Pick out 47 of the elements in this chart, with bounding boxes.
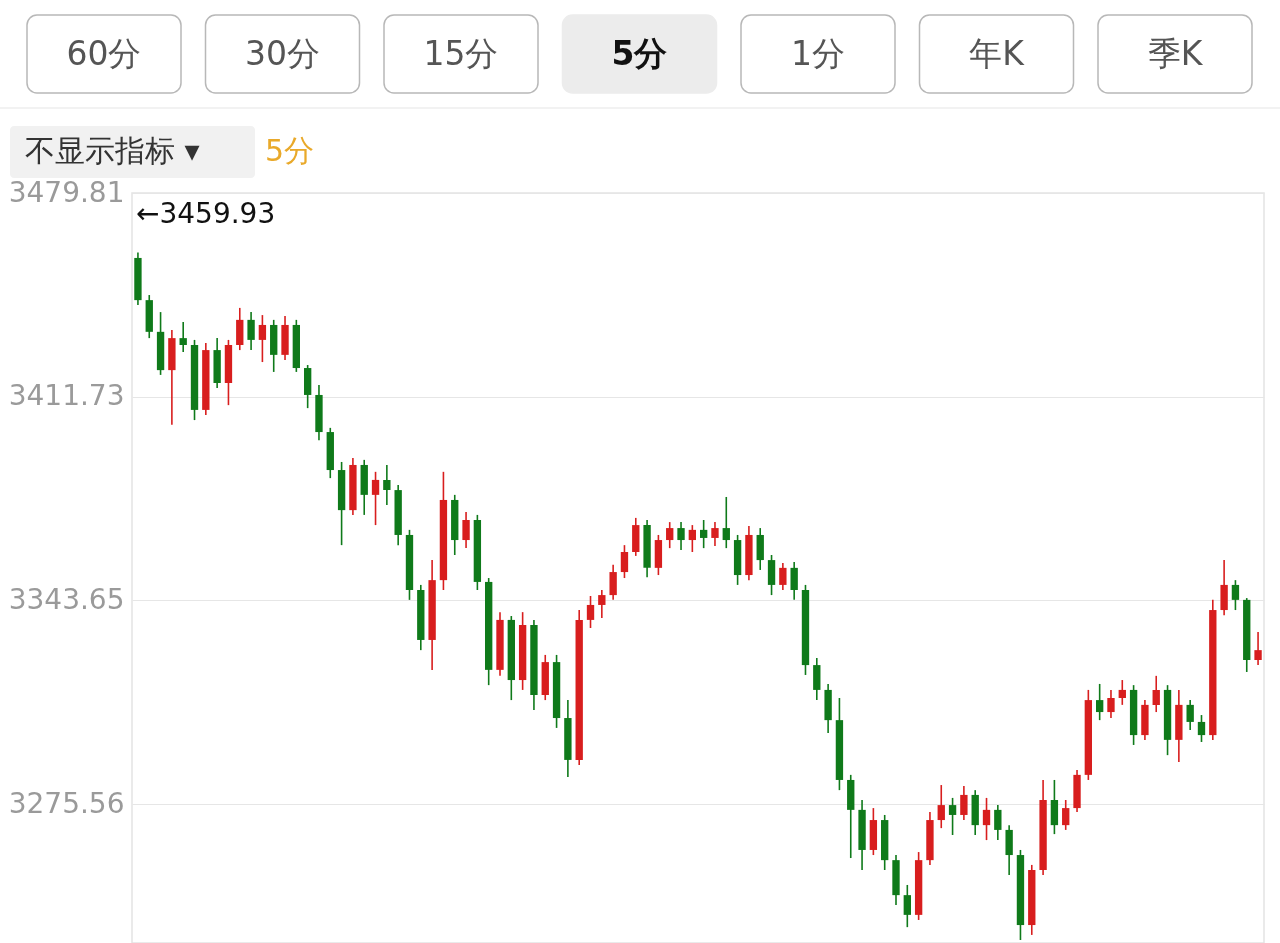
candlestick	[1231, 579, 1240, 611]
text: 季K	[1147, 34, 1204, 73]
candlestick	[1107, 689, 1115, 719]
candlestick	[620, 544, 629, 579]
candlestick	[258, 314, 267, 363]
text: 30分	[245, 34, 320, 73]
candlestick	[982, 797, 991, 841]
candlestick	[960, 785, 968, 821]
candlestick	[1186, 699, 1194, 731]
candlestick	[666, 521, 674, 549]
candlestick	[1118, 679, 1126, 706]
text: 不显示指标 ▾	[25, 133, 200, 168]
text: 5分	[265, 133, 315, 168]
candlestick	[1095, 683, 1104, 721]
candlestick	[779, 562, 787, 591]
candlestick	[179, 321, 187, 353]
candlestick	[1197, 714, 1206, 743]
candlestick	[722, 496, 730, 549]
y-tick-label: 3343.65	[8, 582, 125, 616]
candlestick	[937, 784, 945, 829]
candlestick	[948, 797, 957, 836]
candlestick	[677, 521, 685, 551]
candlestick	[371, 471, 380, 526]
candlestick	[1152, 675, 1160, 713]
y-tick-label: 3411.73	[8, 379, 125, 413]
y-tick-label: 3479.81	[8, 175, 125, 209]
text: 60分	[66, 34, 142, 73]
candlestick	[699, 519, 708, 549]
text: 1分	[791, 34, 845, 73]
candlestick	[711, 521, 719, 547]
candlestick	[688, 524, 697, 553]
candlestick	[598, 589, 606, 619]
candlestick	[383, 464, 391, 506]
candlestick	[1062, 799, 1070, 831]
candlestick	[586, 595, 595, 629]
candlestick	[462, 511, 470, 549]
candlestick	[247, 311, 255, 351]
text: 5分	[611, 34, 668, 73]
text: 年K	[969, 34, 1026, 73]
candlestick	[903, 884, 911, 928]
candlestick	[1254, 631, 1262, 666]
annotation: ←3459.93	[136, 197, 276, 230]
candlestick	[609, 564, 617, 601]
text: 15分	[423, 34, 499, 73]
candlestick	[790, 561, 798, 601]
y-tick-label: 3275.56	[8, 786, 125, 820]
candlestick	[994, 804, 1002, 841]
